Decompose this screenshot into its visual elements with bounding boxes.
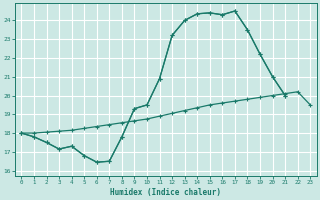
X-axis label: Humidex (Indice chaleur): Humidex (Indice chaleur) bbox=[110, 188, 221, 197]
